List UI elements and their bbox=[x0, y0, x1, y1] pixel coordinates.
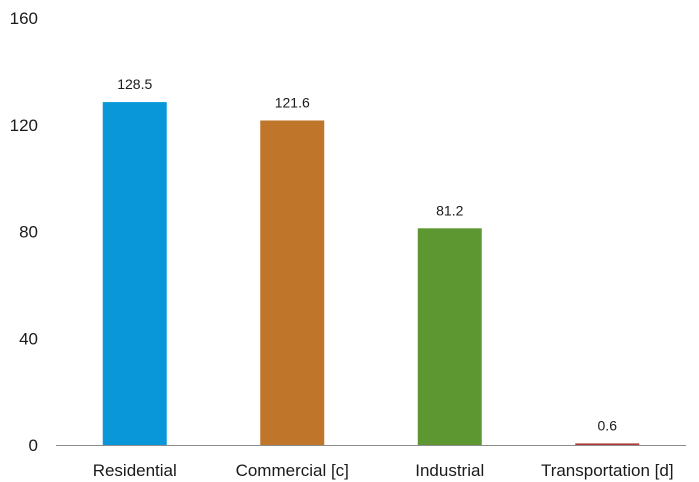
data-labels: 128.5 121.6 81.2 0.6 bbox=[117, 76, 617, 433]
x-tick-label: Residential bbox=[93, 461, 177, 480]
x-axis-category-labels: Residential Commercial [c] Industrial Trans… bbox=[93, 461, 674, 480]
bar bbox=[417, 228, 482, 445]
y-tick-label: 80 bbox=[19, 223, 38, 242]
x-tick-label: Commercial [c] bbox=[236, 461, 349, 480]
y-axis-ticks: 0 40 80 120 160 bbox=[10, 9, 38, 455]
bars bbox=[102, 102, 640, 446]
bar-value-label: 128.5 bbox=[117, 76, 152, 92]
bar bbox=[575, 443, 640, 445]
y-tick-label: 0 bbox=[29, 436, 38, 455]
bar-value-label: 0.6 bbox=[598, 417, 618, 433]
x-tick-label: Industrial bbox=[415, 461, 484, 480]
y-tick-label: 40 bbox=[19, 329, 38, 348]
y-tick-label: 120 bbox=[10, 116, 38, 135]
bar-value-label: 81.2 bbox=[436, 202, 463, 218]
bar-value-label: 121.6 bbox=[275, 94, 310, 110]
bar bbox=[260, 120, 325, 445]
y-tick-label: 160 bbox=[10, 9, 38, 28]
bar bbox=[102, 102, 167, 446]
x-tick-label: Transportation [d] bbox=[541, 461, 674, 480]
